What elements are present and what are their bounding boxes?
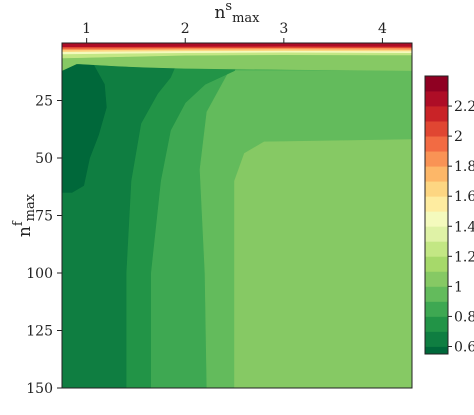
contour-region-12: [62, 43, 412, 48]
contour-region-2: [234, 139, 412, 388]
colorbar-band: [425, 121, 448, 137]
colorbar-band: [425, 226, 448, 242]
colorbar-band: [425, 181, 448, 197]
contour-fill-regions: [62, 43, 412, 388]
y-tick-label: 125: [26, 324, 53, 340]
x-tick-label: 1: [82, 21, 91, 37]
colorbar-band: [425, 196, 448, 212]
y-tick-label: 25: [35, 94, 53, 110]
colorbar-tick-label: 1: [454, 279, 463, 295]
colorbar-band: [425, 91, 448, 107]
colorbar-band: [425, 256, 448, 272]
colorbar-band: [425, 331, 448, 347]
colorbar-tick-label: 2.2: [454, 99, 474, 115]
x-tick-label: 2: [181, 21, 190, 37]
colorbar-band: [425, 346, 448, 355]
colorbar-band: [425, 241, 448, 257]
colorbar-band: [425, 136, 448, 152]
colorbar-tick-label: 1.8: [454, 159, 474, 175]
colorbar-band: [425, 151, 448, 167]
colorbar-band: [425, 166, 448, 182]
y-tick-label: 75: [35, 209, 53, 225]
colorbar-tick-label: 0.6: [454, 339, 474, 355]
x-tick-label: 4: [378, 21, 387, 37]
colorbar-band: [425, 301, 448, 317]
colorbar-frame: [424, 75, 449, 355]
colorbar-band: [425, 211, 448, 227]
x-axis-ticks: 1 2 3 4: [82, 21, 387, 43]
colorbar-band: [425, 76, 448, 92]
colorbar-tick-label: 1.6: [454, 189, 474, 205]
y-axis-label: nfmax: [11, 193, 38, 237]
colorbar-tick-label: 2: [454, 129, 463, 145]
x-axis-label: nsmax: [214, 0, 260, 26]
colorbar: [424, 75, 449, 355]
colorbar-tick-label: 1.4: [454, 219, 474, 235]
y-tick-label: 50: [35, 151, 53, 167]
y-tick-label: 100: [26, 266, 53, 282]
colorbar-band: [425, 286, 448, 302]
x-tick-label: 3: [279, 21, 288, 37]
colorbar-band: [425, 106, 448, 122]
y-axis-ticks: 25 50 75 100 125 150: [26, 94, 62, 397]
y-tick-label: 150: [26, 381, 53, 397]
colorbar-tick-label: 1.2: [454, 249, 474, 265]
colorbar-band: [425, 271, 448, 287]
colorbar-tick-label: 0.8: [454, 309, 474, 325]
colorbar-ticks: 0.6 0.8 1 1.2 1.4 1.6 1.8 2 2.2: [448, 99, 474, 355]
colorbar-band: [425, 316, 448, 332]
